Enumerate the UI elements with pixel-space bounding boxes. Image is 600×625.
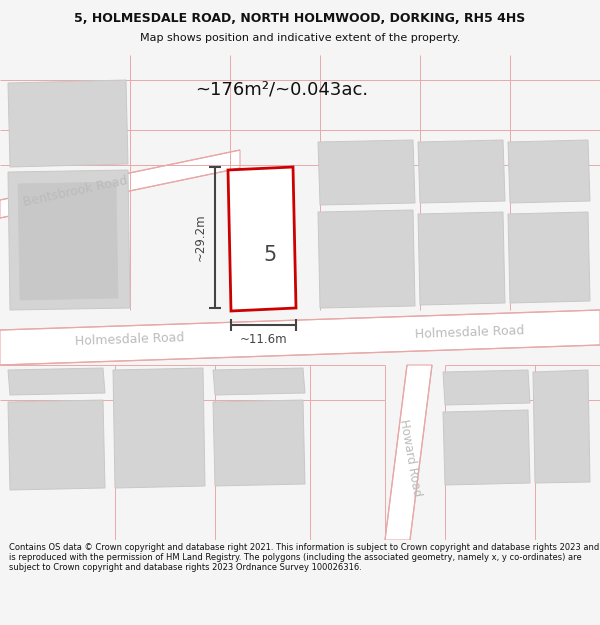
Polygon shape: [8, 80, 128, 167]
Text: ~176m²/~0.043ac.: ~176m²/~0.043ac.: [195, 81, 368, 99]
Polygon shape: [508, 212, 590, 303]
Polygon shape: [228, 167, 296, 311]
Text: Holmesdale Road: Holmesdale Road: [75, 332, 185, 348]
Polygon shape: [508, 140, 590, 203]
Text: Howard Road: Howard Road: [397, 418, 423, 498]
Polygon shape: [443, 370, 530, 405]
Text: Bentsbrook Road: Bentsbrook Road: [22, 174, 128, 209]
Text: Holmesdale Road: Holmesdale Road: [415, 324, 525, 341]
Polygon shape: [318, 210, 415, 308]
Polygon shape: [385, 365, 432, 540]
Polygon shape: [418, 212, 505, 305]
Text: ~29.2m: ~29.2m: [194, 214, 207, 261]
Polygon shape: [113, 368, 205, 488]
Polygon shape: [418, 140, 505, 203]
Text: Map shows position and indicative extent of the property.: Map shows position and indicative extent…: [140, 33, 460, 43]
Polygon shape: [8, 400, 105, 490]
Polygon shape: [8, 368, 105, 395]
Polygon shape: [0, 310, 600, 365]
Polygon shape: [18, 182, 118, 300]
Text: Contains OS data © Crown copyright and database right 2021. This information is : Contains OS data © Crown copyright and d…: [9, 542, 599, 572]
Polygon shape: [533, 370, 590, 483]
Polygon shape: [318, 140, 415, 205]
Polygon shape: [213, 400, 305, 486]
Polygon shape: [443, 410, 530, 485]
Polygon shape: [0, 150, 240, 218]
Text: ~11.6m: ~11.6m: [239, 333, 287, 346]
Text: 5: 5: [263, 245, 277, 265]
Text: 5, HOLMESDALE ROAD, NORTH HOLMWOOD, DORKING, RH5 4HS: 5, HOLMESDALE ROAD, NORTH HOLMWOOD, DORK…: [74, 12, 526, 25]
Polygon shape: [8, 170, 130, 310]
Polygon shape: [213, 368, 305, 395]
